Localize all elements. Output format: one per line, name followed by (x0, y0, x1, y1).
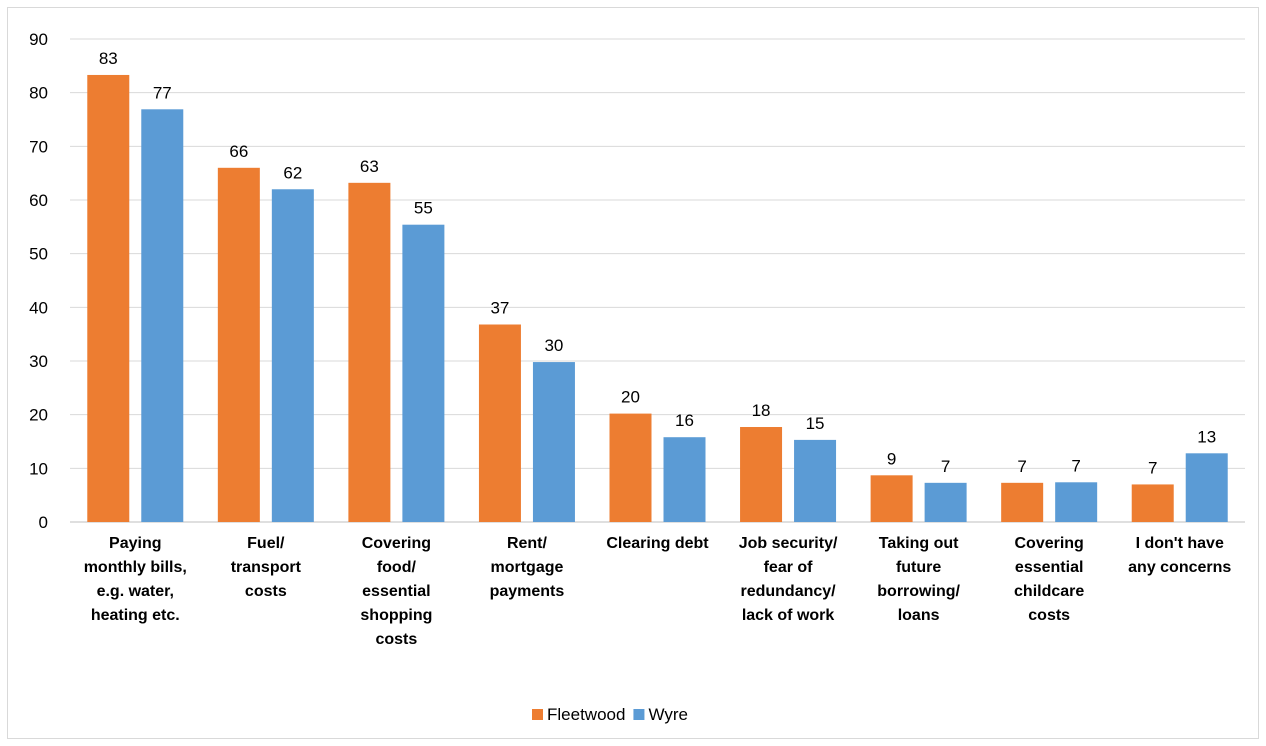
category-label: Clearing debt (606, 535, 709, 552)
bar-fleetwood (348, 182, 391, 522)
category-label-line: essential (1015, 559, 1083, 576)
category-label-line: Rent/ (507, 535, 548, 552)
category-label-line: fear of (764, 559, 814, 576)
category-label-line: food/ (377, 559, 417, 576)
category-label-line: borrowing/ (877, 583, 960, 600)
legend: Fleetwood Wyre (532, 705, 688, 724)
category-label-line: future (896, 559, 941, 576)
category-label-line: e.g. water, (97, 583, 174, 600)
x-axis-categories: Paying monthly bills, e.g. water, heating e… (84, 535, 1232, 648)
bar-fleetwood (740, 427, 783, 522)
legend-swatch-wyre (633, 709, 645, 720)
y-tick-label: 30 (29, 352, 48, 371)
category-label-line: payments (490, 583, 565, 600)
bar-wyre (1055, 482, 1098, 522)
data-label: 77 (153, 83, 172, 102)
y-tick-label: 70 (29, 137, 48, 156)
chart-container: 0 10 20 30 40 50 60 70 80 90 83 77 66 62 63 55 37 30 20 16… (7, 7, 1259, 739)
category-label-line: loans (898, 607, 940, 624)
category-label-line: lack of work (742, 607, 835, 624)
category-label: Rent/mortgage payments (490, 535, 565, 600)
y-tick-label: 0 (39, 513, 48, 532)
data-label: 15 (806, 414, 825, 433)
bar-fleetwood (609, 413, 652, 522)
bar-wyre (1185, 453, 1228, 522)
category-label-line: Paying (109, 535, 161, 552)
legend-label: Wyre (648, 705, 688, 724)
data-label: 62 (283, 163, 302, 182)
data-label: 18 (752, 401, 771, 420)
category-label: Paying monthly bills, e.g. water, heating e… (84, 535, 187, 624)
category-label: Covering food/essential shopping costs (360, 535, 432, 648)
y-axis-ticks: 0 10 20 30 40 50 60 70 80 90 (29, 30, 48, 532)
category-label-line: Covering (1014, 535, 1083, 552)
category-label-line: any concerns (1128, 559, 1231, 576)
category-label-line: transport (231, 559, 302, 576)
data-label: 7 (1148, 458, 1157, 477)
data-label: 16 (675, 411, 694, 430)
bar-fleetwood (1131, 484, 1174, 522)
data-label: 37 (490, 299, 509, 318)
category-label: Taking out future borrowing/loans (877, 535, 960, 624)
data-label: 66 (229, 142, 248, 161)
gridlines (70, 38, 1245, 523)
data-label: 7 (941, 457, 950, 476)
category-label-line: heating etc. (91, 607, 180, 624)
category-label-line: Taking out (879, 535, 959, 552)
data-label: 83 (99, 49, 118, 68)
bar-fleetwood (478, 324, 521, 522)
bar-wyre (141, 109, 184, 522)
bar-fleetwood (217, 167, 260, 523)
category-label-line: monthly bills, (84, 559, 187, 576)
data-label: 7 (1071, 456, 1080, 475)
y-tick-label: 60 (29, 191, 48, 210)
category-label: Job security/fear of redundancy/lack of w… (739, 535, 838, 624)
data-label: 13 (1197, 427, 1216, 446)
category-label-line: costs (375, 631, 417, 648)
category-label-line: Covering (362, 535, 431, 552)
legend-swatch-fleetwood (532, 709, 543, 720)
data-label: 7 (1017, 457, 1026, 476)
category-label-line: mortgage (490, 559, 563, 576)
category-label-line: redundancy/ (740, 583, 836, 600)
y-tick-label: 90 (29, 30, 48, 49)
y-tick-label: 50 (29, 245, 48, 264)
legend-label: Fleetwood (547, 705, 625, 724)
data-label: 20 (621, 388, 640, 407)
bar-wyre (271, 189, 314, 522)
category-label-line: childcare (1014, 583, 1084, 600)
category-label-line: I don't have (1136, 535, 1224, 552)
category-label: Fuel/transport costs (231, 535, 302, 600)
bars (87, 74, 1228, 523)
category-label-line: essential (362, 583, 430, 600)
bar-wyre (663, 437, 706, 522)
bar-fleetwood (1001, 482, 1044, 522)
category-label-line: shopping (360, 607, 432, 624)
y-tick-label: 40 (29, 298, 48, 317)
data-label: 30 (544, 336, 563, 355)
category-label: I don't have any concerns (1128, 535, 1231, 576)
category-label-line: Job security/ (739, 535, 838, 552)
y-tick-label: 80 (29, 84, 48, 103)
bar-wyre (924, 482, 967, 522)
y-tick-label: 10 (29, 459, 48, 478)
category-label-line: costs (1028, 607, 1070, 624)
bar-fleetwood (870, 475, 913, 522)
bar-wyre (532, 362, 575, 522)
bar-wyre (402, 224, 445, 523)
bar-wyre (794, 439, 837, 522)
data-label: 55 (414, 199, 433, 218)
y-tick-label: 20 (29, 406, 48, 425)
data-label: 63 (360, 157, 379, 176)
bar-fleetwood (87, 74, 130, 522)
category-label-line: Clearing debt (606, 535, 709, 552)
category-label: Covering essential childcare costs (1014, 535, 1084, 624)
data-label: 9 (887, 449, 896, 468)
category-label-line: Fuel/ (247, 535, 285, 552)
category-label-line: costs (245, 583, 287, 600)
